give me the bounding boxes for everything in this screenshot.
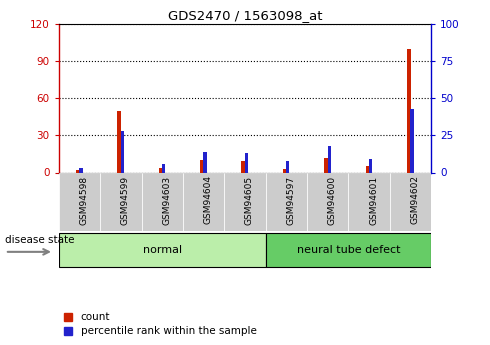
Bar (79, 168, 83, 172)
Text: GSM94600: GSM94600 (328, 175, 337, 225)
Text: GSM94601: GSM94601 (369, 175, 378, 225)
Text: GSM94605: GSM94605 (245, 175, 254, 225)
Text: GSM94597: GSM94597 (286, 175, 295, 225)
Bar (348, 172, 390, 231)
Bar (76, 170, 80, 172)
Bar (100, 172, 142, 231)
Bar (224, 172, 266, 231)
Text: GSM94603: GSM94603 (162, 175, 171, 225)
Text: disease state: disease state (5, 235, 74, 245)
Bar (307, 172, 348, 231)
Bar (200, 160, 204, 172)
Bar (203, 152, 207, 172)
Text: GSM94602: GSM94602 (411, 175, 419, 225)
Bar (117, 111, 122, 172)
Bar (142, 172, 183, 231)
Bar (327, 146, 331, 172)
Bar (366, 166, 370, 172)
Bar (59, 172, 100, 231)
Bar (266, 233, 431, 267)
Bar (245, 153, 248, 172)
Bar (159, 168, 163, 172)
Bar (162, 164, 165, 172)
Bar (283, 169, 287, 172)
Bar (59, 233, 266, 267)
Text: GSM94604: GSM94604 (204, 175, 213, 225)
Bar (121, 131, 124, 172)
Text: GSM94599: GSM94599 (121, 175, 130, 225)
Bar (286, 161, 290, 172)
Title: GDS2470 / 1563098_at: GDS2470 / 1563098_at (168, 9, 322, 22)
Bar (183, 172, 224, 231)
Text: normal: normal (143, 245, 182, 255)
Legend: count, percentile rank within the sample: count, percentile rank within the sample (64, 312, 257, 336)
Bar (410, 109, 414, 172)
Bar (242, 161, 245, 172)
Text: neural tube defect: neural tube defect (296, 245, 400, 255)
Bar (390, 172, 431, 231)
Bar (324, 158, 328, 172)
Bar (407, 49, 411, 172)
Bar (266, 172, 307, 231)
Text: GSM94598: GSM94598 (79, 175, 89, 225)
Bar (369, 159, 372, 172)
